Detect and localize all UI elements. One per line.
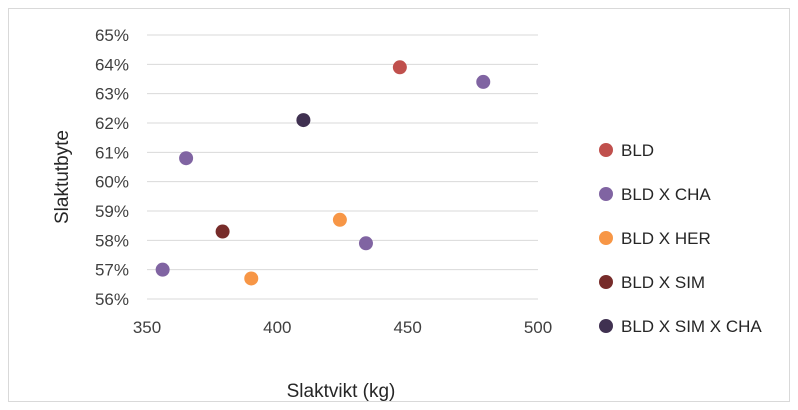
data-point <box>179 151 194 166</box>
x-tick-label: 350 <box>133 318 161 337</box>
legend-label: BLD <box>621 141 654 160</box>
y-axis-title: Slaktutbyte <box>52 130 73 224</box>
legend-label: BLD X HER <box>621 229 711 248</box>
gridlines <box>147 34 538 300</box>
y-tick-label: 64% <box>95 55 129 74</box>
data-point <box>332 212 347 227</box>
legend-marker <box>599 143 613 157</box>
legend-label: BLD X SIM <box>621 273 705 292</box>
legend: BLD BLD X CHA BLD X HER BLD X SIM BLD X SIM … <box>599 141 762 336</box>
legend-marker <box>599 319 613 333</box>
legend-marker <box>599 187 613 201</box>
data-point <box>358 236 373 251</box>
legend-marker <box>599 275 613 289</box>
x-tick-label: 500 <box>524 318 552 337</box>
data-point <box>392 60 407 75</box>
data-point <box>244 271 259 286</box>
y-tick-label: 65% <box>95 26 129 45</box>
y-tick-label: 62% <box>95 114 129 133</box>
data-point <box>155 262 170 277</box>
x-axis-tick-labels: 350 400 450 500 <box>133 318 552 337</box>
y-tick-label: 57% <box>95 261 129 280</box>
x-axis-title: Slaktvikt (kg) <box>287 381 396 402</box>
y-tick-label: 58% <box>95 231 129 250</box>
y-tick-label: 61% <box>95 143 129 162</box>
y-axis-tick-labels: 56% 57% 58% 59% 60% 61% 62% 63% 64% 65% <box>95 26 129 309</box>
legend-label: BLD X CHA <box>621 185 711 204</box>
y-tick-label: 60% <box>95 173 129 192</box>
data-points <box>155 60 491 286</box>
data-point <box>476 74 491 89</box>
y-tick-label: 56% <box>95 290 129 309</box>
data-point <box>296 113 311 128</box>
legend-marker <box>599 231 613 245</box>
y-tick-label: 59% <box>95 202 129 221</box>
x-tick-label: 450 <box>393 318 421 337</box>
legend-label: BLD X SIM X CHA <box>621 317 762 336</box>
data-point <box>215 224 230 239</box>
x-tick-label: 400 <box>263 318 291 337</box>
y-tick-label: 63% <box>95 85 129 104</box>
